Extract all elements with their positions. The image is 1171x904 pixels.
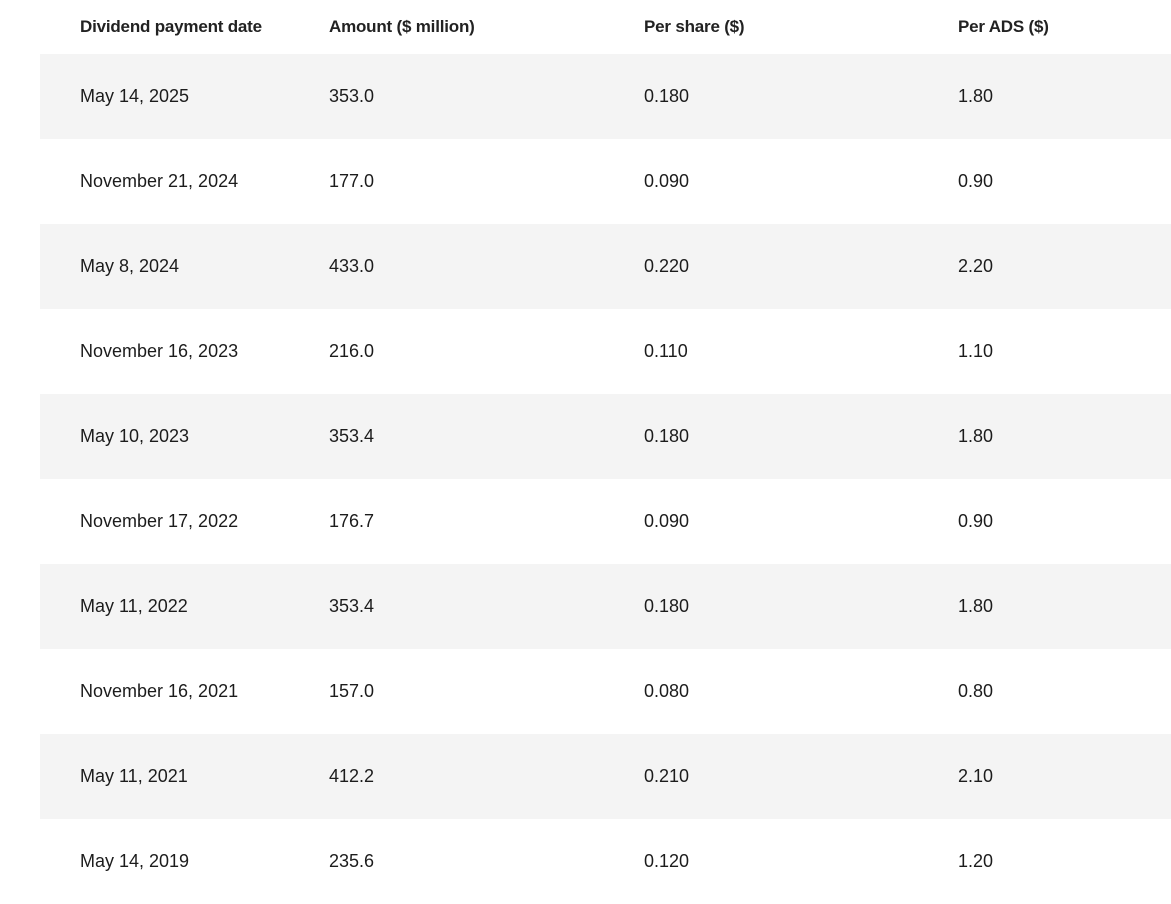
cell-per-ads: 1.80 [958,564,1171,649]
cell-per-ads: 2.10 [958,734,1171,819]
cell-date: May 10, 2023 [40,394,329,479]
cell-per-ads: 0.90 [958,479,1171,564]
table-row: May 11, 2021 412.2 0.210 2.10 [40,734,1171,819]
cell-amount: 353.0 [329,54,644,139]
cell-amount: 412.2 [329,734,644,819]
header-dividend-payment-date: Dividend payment date [80,17,262,36]
header-per-ads: Per ADS ($) [958,17,1049,36]
cell-date: November 16, 2021 [40,649,329,734]
cell-per-ads: 2.20 [958,224,1171,309]
table-row: November 16, 2021 157.0 0.080 0.80 [40,649,1171,734]
cell-per-ads: 0.90 [958,139,1171,224]
cell-per-share: 0.090 [644,139,958,224]
cell-amount: 216.0 [329,309,644,394]
cell-per-share: 0.210 [644,734,958,819]
cell-per-share: 0.220 [644,224,958,309]
header-per-share: Per share ($) [644,17,745,36]
cell-per-share: 0.180 [644,564,958,649]
cell-amount: 235.6 [329,819,644,904]
cell-amount: 176.7 [329,479,644,564]
cell-date: November 16, 2023 [40,309,329,394]
cell-per-ads: 1.10 [958,309,1171,394]
table-row: May 11, 2022 353.4 0.180 1.80 [40,564,1171,649]
cell-amount: 177.0 [329,139,644,224]
table-row: May 14, 2019 235.6 0.120 1.20 [40,819,1171,904]
cell-per-ads: 1.80 [958,394,1171,479]
table-row: May 14, 2025 353.0 0.180 1.80 [40,54,1171,139]
table-row: May 8, 2024 433.0 0.220 2.20 [40,224,1171,309]
table-header: Dividend payment date Amount ($ million)… [40,0,1171,54]
table-row: November 21, 2024 177.0 0.090 0.90 [40,139,1171,224]
dividend-table-container: Dividend payment date Amount ($ million)… [40,0,1171,904]
cell-date: May 8, 2024 [40,224,329,309]
cell-date: November 17, 2022 [40,479,329,564]
cell-per-share: 0.080 [644,649,958,734]
cell-date: May 14, 2019 [40,819,329,904]
cell-amount: 433.0 [329,224,644,309]
table-body: May 14, 2025 353.0 0.180 1.80 November 2… [40,54,1171,904]
cell-per-ads: 1.20 [958,819,1171,904]
header-amount: Amount ($ million) [329,17,475,36]
cell-date: May 14, 2025 [40,54,329,139]
cell-per-ads: 0.80 [958,649,1171,734]
table-row: November 17, 2022 176.7 0.090 0.90 [40,479,1171,564]
cell-per-share: 0.120 [644,819,958,904]
cell-per-ads: 1.80 [958,54,1171,139]
table-row: May 10, 2023 353.4 0.180 1.80 [40,394,1171,479]
cell-date: May 11, 2021 [40,734,329,819]
cell-per-share: 0.180 [644,54,958,139]
table-row: November 16, 2023 216.0 0.110 1.10 [40,309,1171,394]
cell-per-share: 0.110 [644,309,958,394]
cell-date: November 21, 2024 [40,139,329,224]
cell-per-share: 0.180 [644,394,958,479]
cell-per-share: 0.090 [644,479,958,564]
dividend-table: Dividend payment date Amount ($ million)… [40,0,1171,904]
header-row: Dividend payment date Amount ($ million)… [40,0,1171,54]
cell-amount: 353.4 [329,564,644,649]
cell-date: May 11, 2022 [40,564,329,649]
cell-amount: 353.4 [329,394,644,479]
cell-amount: 157.0 [329,649,644,734]
